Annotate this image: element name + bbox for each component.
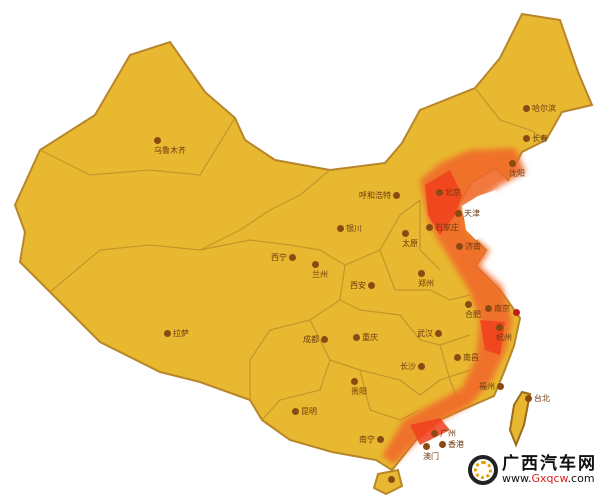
city-hangzhou: 杭州 [496,324,512,343]
city-dot [351,378,358,385]
city-wuhan: 武汉 [417,328,442,339]
city-xian: 西安 [350,280,375,291]
city-dot [496,324,503,331]
city-nanjing: 南京 [485,303,510,314]
watermark-logo-icon [468,455,498,485]
city-dot [321,336,328,343]
city-nanning: 南宁 [359,434,384,445]
city-dot [154,137,161,144]
city-dot [337,225,344,232]
city-dot [431,430,438,437]
city-taiyuan: 太原 [402,230,418,249]
province-borders [39,87,547,421]
city-hohhot: 呼和浩特 [359,190,400,201]
city-taipei: 台北 [525,393,550,404]
city-changsha: 长沙 [400,361,425,372]
city-dot [164,330,171,337]
city-dot [377,436,384,443]
city-beijing: 北京 [436,187,461,198]
city-hongkong: 香港 [439,439,464,450]
bohai-sea [462,190,500,240]
city-lanzhou: 兰州 [312,261,328,280]
city-shijiazhuang: 石家庄 [426,222,459,233]
city-dot [292,408,299,415]
city-dot [525,395,532,402]
city-haikou: 海口 [388,476,395,483]
city-dot [435,330,442,337]
city-jinan: 济南 [456,241,481,252]
city-dot [353,334,360,341]
city-yinchuan: 银川 [337,223,362,234]
taiwan-island [508,390,532,448]
city-zhengzhou: 郑州 [418,270,434,289]
city-dot [439,441,446,448]
mainland-shape [13,12,594,472]
city-xining: 西宁 [271,252,296,263]
city-fuzhou: 福州 [479,381,504,392]
city-dot [523,105,530,112]
city-guangzhou: 广州 [431,428,456,439]
city-dot [423,443,430,450]
city-chengdu: 成都 [303,334,328,345]
city-kunming: 昆明 [292,406,317,417]
city-dot [497,383,504,390]
city-dot [509,160,516,167]
city-chongqing: 重庆 [353,332,378,343]
city-dot [436,189,443,196]
city-tianjin: 天津 [455,208,480,219]
city-dot [388,476,395,483]
city-dot [402,230,409,237]
city-dot [418,363,425,370]
city-dot [368,282,375,289]
city-dot [523,135,530,142]
watermark: 广西汽车网 www.Gxqcw.com [468,455,597,485]
city-dot [426,224,433,231]
city-dot [485,305,492,312]
city-shanghai: 上海 [513,309,520,316]
city-urumqi: 乌鲁木齐 [154,137,186,156]
city-dot [418,270,425,277]
watermark-url: www.Gxqcw.com [502,472,595,485]
city-dot [312,261,319,268]
city-macau: 澳门 [423,443,439,462]
city-dot [513,309,520,316]
city-dot [465,301,472,308]
watermark-name: 广西汽车网 [502,454,597,474]
gear-icon [474,461,492,479]
city-hefei: 合肥 [465,301,481,320]
city-dot [455,210,462,217]
city-dot [454,354,461,361]
city-lhasa: 拉萨 [164,328,189,339]
city-dot [456,243,463,250]
city-changchun: 长春 [523,133,548,144]
city-harbin: 哈尔滨 [523,103,556,114]
city-shenyang: 沈阳 [509,160,525,179]
city-dot [289,254,296,261]
hainan-island [372,468,404,496]
city-dot [393,192,400,199]
city-nanchang: 南昌 [454,352,479,363]
city-guiyang: 贵阳 [351,378,367,397]
